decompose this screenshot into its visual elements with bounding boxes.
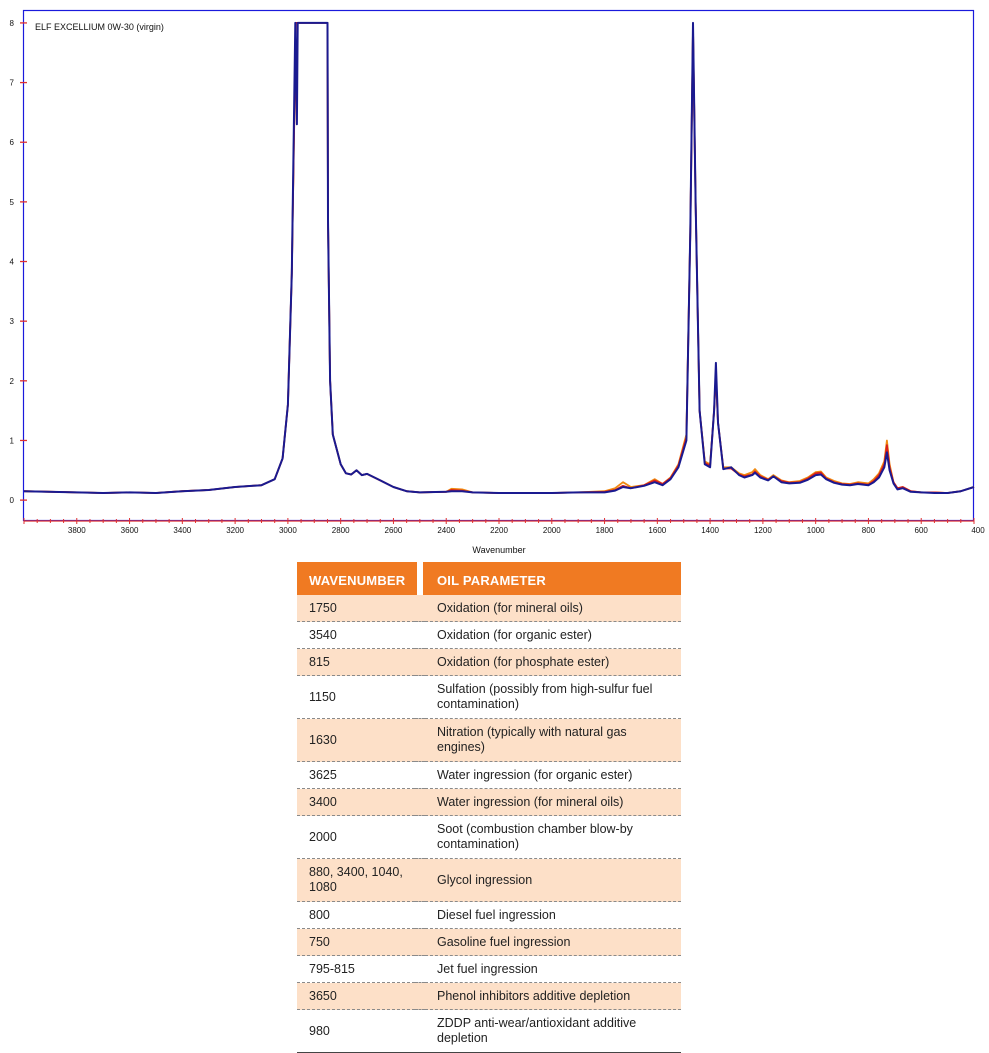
cell-wavenumber: 980 — [297, 1009, 425, 1053]
cell-wavenumber: 1750 — [297, 595, 425, 622]
header-oil-parameter: OIL PARAMETER — [425, 562, 681, 595]
cell-wavenumber: 1630 — [297, 718, 425, 762]
x-tick-label: 2200 — [490, 526, 508, 535]
cell-wavenumber: 2000 — [297, 815, 425, 859]
table-row: 750 Gasoline fuel ingression — [297, 928, 681, 956]
cell-wavenumber: 795-815 — [297, 955, 425, 983]
table-row: 2000 Soot (combustion chamber blow-by co… — [297, 815, 681, 859]
x-tick-label: 3400 — [173, 526, 191, 535]
spectrum-chart: ELF EXCELLIUM 0W-30 (virgin) 3800 3600 340… — [10, 9, 986, 555]
y-tick-label: 3 — [10, 317, 15, 326]
cell-wavenumber: 3400 — [297, 788, 425, 816]
x-tick-label: 1400 — [701, 526, 719, 535]
table-row: 3650 Phenol inhibitors additive depletio… — [297, 982, 681, 1010]
cell-parameter: Oxidation (for organic ester) — [425, 621, 681, 649]
table-row: 880, 3400, 1040, 1080 Glycol ingression — [297, 858, 681, 902]
x-tick-label: 2800 — [332, 526, 350, 535]
cell-wavenumber: 800 — [297, 901, 425, 929]
table-row: 1630 Nitration (typically with natural g… — [297, 718, 681, 762]
cell-wavenumber: 880, 3400, 1040, 1080 — [297, 858, 425, 902]
cell-wavenumber: 815 — [297, 648, 425, 676]
table-row: 815 Oxidation (for phosphate ester) — [297, 648, 681, 676]
y-tick-label: 2 — [10, 377, 15, 386]
chart-title: ELF EXCELLIUM 0W-30 (virgin) — [35, 22, 164, 32]
x-tick-label: 2000 — [543, 526, 561, 535]
x-axis-label: Wavenumber — [472, 545, 525, 555]
cell-parameter: Water ingression (for mineral oils) — [425, 788, 681, 816]
cell-parameter: Nitration (typically with natural gas en… — [425, 718, 681, 762]
cell-parameter: Phenol inhibitors additive depletion — [425, 982, 681, 1010]
cell-parameter: ZDDP anti-wear/antioxidant additive depl… — [425, 1009, 681, 1053]
y-tick-label: 0 — [10, 496, 15, 505]
x-tick-label: 3800 — [68, 526, 86, 535]
cell-wavenumber: 3625 — [297, 761, 425, 789]
oil-parameter-table: WAVENUMBER OIL PARAMETER 1750 Oxidation … — [297, 562, 681, 1053]
x-tick-label: 1000 — [807, 526, 825, 535]
cell-parameter: Gasoline fuel ingression — [425, 928, 681, 956]
y-tick-label: 4 — [10, 258, 15, 267]
x-tick-label: 1800 — [596, 526, 614, 535]
y-tick-label: 8 — [10, 19, 15, 28]
cell-parameter: Jet fuel ingression — [425, 955, 681, 983]
x-tick-label: 600 — [915, 526, 929, 535]
cell-wavenumber: 750 — [297, 928, 425, 956]
y-tick-label: 5 — [10, 198, 15, 207]
x-tick-label: 3200 — [226, 526, 244, 535]
x-tick-label: 1600 — [648, 526, 666, 535]
series-line-3 — [23, 21, 975, 494]
x-tick-label: 1200 — [754, 526, 772, 535]
table-row: 795-815 Jet fuel ingression — [297, 955, 681, 983]
cell-parameter: Glycol ingression — [425, 858, 681, 902]
x-tick-label: 2400 — [437, 526, 455, 535]
y-tick-label: 7 — [10, 79, 15, 88]
cell-parameter: Sulfation (possibly from high-sulfur fue… — [425, 675, 681, 719]
header-wavenumber: WAVENUMBER — [297, 562, 415, 595]
series-line-1 — [23, 22, 975, 494]
cell-parameter: Diesel fuel ingression — [425, 901, 681, 929]
y-tick-label: 1 — [10, 436, 15, 445]
x-tick-label: 2600 — [385, 526, 403, 535]
cell-wavenumber: 3650 — [297, 982, 425, 1010]
table-row: 1150 Sulfation (possibly from high-sulfu… — [297, 675, 681, 719]
plot-frame — [22, 9, 975, 522]
x-tick-label: 3600 — [121, 526, 139, 535]
table-row: 3540 Oxidation (for organic ester) — [297, 621, 681, 649]
header-separator — [415, 562, 425, 595]
table-row: 800 Diesel fuel ingression — [297, 901, 681, 929]
axis-layer: 3800 3600 3400 3200 3000 2800 2600 2400 2200 2000… — [10, 19, 986, 535]
table-row: 980 ZDDP anti-wear/antioxidant additive … — [297, 1009, 681, 1053]
series-layer — [23, 21, 975, 494]
cell-parameter: Water ingression (for organic ester) — [425, 761, 681, 789]
cell-parameter: Oxidation (for phosphate ester) — [425, 648, 681, 676]
table-row: 1750 Oxidation (for mineral oils) — [297, 595, 681, 622]
series-line-2 — [23, 22, 975, 494]
table-row: 3400 Water ingression (for mineral oils) — [297, 788, 681, 816]
x-tick-label: 800 — [862, 526, 876, 535]
y-tick-label: 6 — [10, 138, 15, 147]
table-header-row: WAVENUMBER OIL PARAMETER — [297, 562, 681, 595]
cell-wavenumber: 3540 — [297, 621, 425, 649]
x-tick-label: 400 — [971, 526, 985, 535]
cell-parameter: Oxidation (for mineral oils) — [425, 595, 681, 622]
x-tick-label: 3000 — [279, 526, 297, 535]
cell-wavenumber: 1150 — [297, 675, 425, 719]
table-row: 3625 Water ingression (for organic ester… — [297, 761, 681, 789]
cell-parameter: Soot (combustion chamber blow-by contami… — [425, 815, 681, 859]
